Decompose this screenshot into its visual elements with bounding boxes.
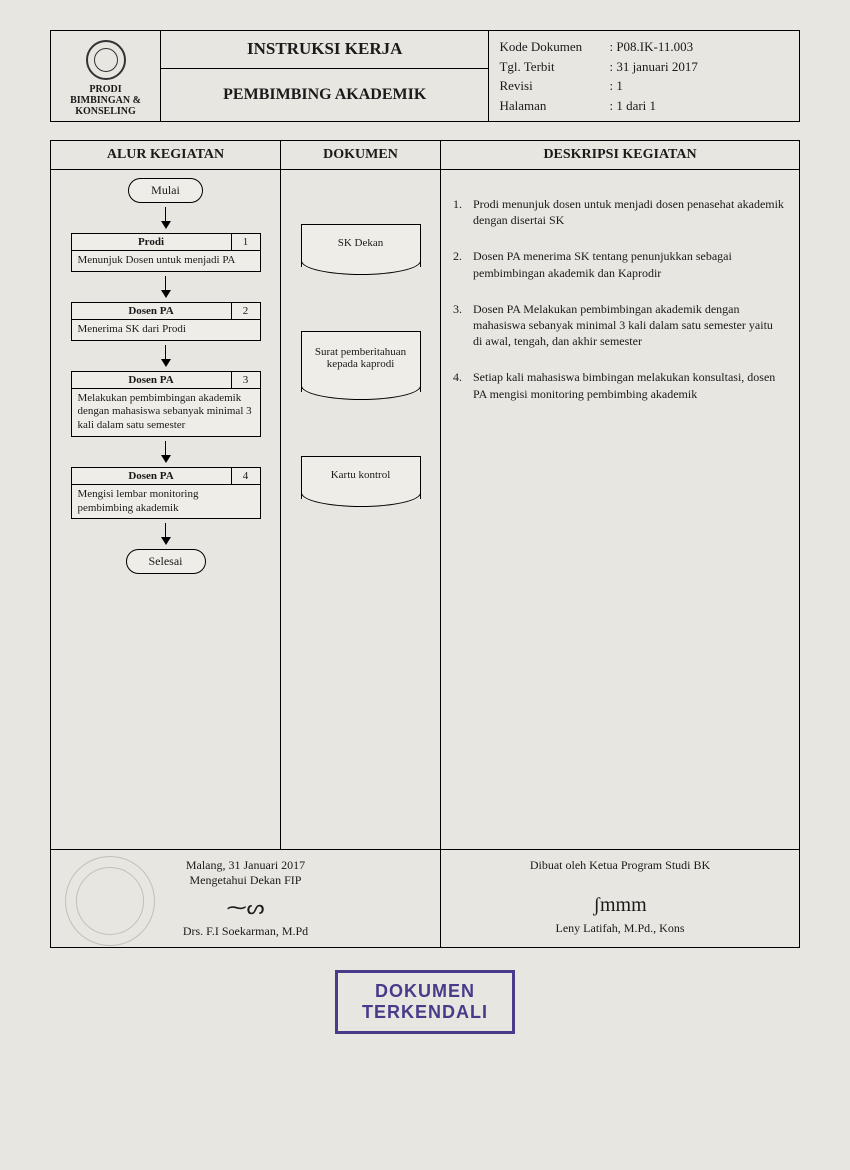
signature-right: Dibuat oleh Ketua Program Studi BK ʃmmm … [441, 850, 800, 948]
arrow-down-icon [161, 276, 171, 298]
doc-subtitle: PEMBIMBING AKADEMIK [161, 68, 489, 121]
desc-num: 2. [453, 248, 473, 280]
arrow-down-icon [161, 523, 171, 545]
doc-shape-3: Kartu kontrol [301, 456, 421, 499]
desc-item-4: 4. Setiap kali mahasiswa bimbingan melak… [453, 369, 785, 401]
doc-shape-1: SK Dekan [301, 224, 421, 267]
col-header-desc: DESKRIPSI KEGIATAN [441, 141, 800, 170]
flow-step-1-body: Menunjuk Dosen untuk menjadi PA [72, 251, 260, 271]
flow-step-4: Dosen PA 4 Mengisi lembar monitoring pem… [71, 467, 261, 520]
desc-text: Dosen PA Melakukan pembimbingan akademik… [473, 301, 785, 350]
arrow-down-icon [161, 441, 171, 463]
flow-end: Selesai [126, 549, 206, 574]
desc-text: Setiap kali mahasiswa bimbingan melakuka… [473, 369, 785, 401]
meta-kode-val: : P08.IK-11.003 [609, 37, 693, 57]
flow-step-4-num: 4 [232, 468, 260, 484]
arrow-down-icon [161, 207, 171, 229]
meta-kode-label: Kode Dokumen [499, 37, 609, 57]
flow-cell: Mulai Prodi 1 Menunjuk Dosen untuk menja… [51, 170, 281, 850]
org-name-line3: KONSELING [55, 106, 156, 117]
sig-right-role: Dibuat oleh Ketua Program Studi BK [449, 858, 791, 873]
signature-left: Malang, 31 Januari 2017 Mengetahui Dekan… [51, 850, 441, 948]
doc-title: INSTRUKSI KERJA [161, 31, 489, 69]
flow-start: Mulai [128, 178, 203, 203]
col-header-flow: ALUR KEGIATAN [51, 141, 281, 170]
flow-step-2-num: 2 [232, 303, 260, 319]
meta-tgl-label: Tgl. Terbit [499, 57, 609, 77]
flow-step-1-actor: Prodi [72, 234, 232, 250]
doc-shape-2: Surat pemberitahuan kepada kaprodi [301, 331, 421, 392]
stamp-line2: TERKENDALI [344, 1002, 506, 1023]
flow-step-3-body: Melakukan pembimbingan akademik dengan m… [72, 389, 260, 436]
flow-step-2: Dosen PA 2 Menerima SK dari Prodi [71, 302, 261, 341]
desc-item-1: 1. Prodi menunjuk dosen untuk menjadi do… [453, 196, 785, 228]
org-cell: PRODI BIMBINGAN & KONSELING [51, 31, 161, 122]
desc-text: Prodi menunjuk dosen untuk menjadi dosen… [473, 196, 785, 228]
arrow-down-icon [161, 345, 171, 367]
flow-step-1-num: 1 [232, 234, 260, 250]
desc-text: Dosen PA menerima SK tentang penunjukkan… [473, 248, 785, 280]
desc-num: 1. [453, 196, 473, 228]
org-name-line2: BIMBINGAN & [55, 95, 156, 106]
meta-tgl-val: : 31 januari 2017 [609, 57, 697, 77]
controlled-doc-stamp: DOKUMEN TERKENDALI [335, 970, 515, 1034]
flow-step-4-actor: Dosen PA [72, 468, 232, 484]
org-logo-icon [86, 40, 126, 80]
sig-right-name: Leny Latifah, M.Pd., Kons [449, 921, 791, 936]
meta-rev-label: Revisi [499, 76, 609, 96]
stamp-line1: DOKUMEN [344, 981, 506, 1002]
org-name-line1: PRODI [55, 84, 156, 95]
flow-step-2-actor: Dosen PA [72, 303, 232, 319]
flow-step-2-body: Menerima SK dari Prodi [72, 320, 260, 340]
flow-step-4-body: Mengisi lembar monitoring pembimbing aka… [72, 485, 260, 519]
col-header-doc: DOKUMEN [281, 141, 441, 170]
desc-num: 4. [453, 369, 473, 401]
document-header: PRODI BIMBINGAN & KONSELING INSTRUKSI KE… [50, 30, 800, 122]
meta-rev-val: : 1 [609, 76, 622, 96]
flow-step-1: Prodi 1 Menunjuk Dosen untuk menjadi PA [71, 233, 261, 272]
flow-step-3-actor: Dosen PA [72, 372, 232, 388]
doc-meta: Kode Dokumen: P08.IK-11.003 Tgl. Terbit:… [489, 31, 800, 122]
desc-item-2: 2. Dosen PA menerima SK tentang penunjuk… [453, 248, 785, 280]
flow-step-3-num: 3 [232, 372, 260, 388]
main-table: ALUR KEGIATAN DOKUMEN DESKRIPSI KEGIATAN… [50, 140, 800, 948]
desc-num: 3. [453, 301, 473, 350]
desc-item-3: 3. Dosen PA Melakukan pembimbingan akade… [453, 301, 785, 350]
meta-hal-label: Halaman [499, 96, 609, 116]
desc-cell: 1. Prodi menunjuk dosen untuk menjadi do… [441, 170, 800, 850]
meta-hal-val: : 1 dari 1 [609, 96, 656, 116]
doc-cell: SK Dekan Surat pemberitahuan kepada kapr… [281, 170, 441, 850]
seal-icon [65, 856, 155, 946]
sig-right-signature: ʃmmm [449, 895, 791, 915]
flow-step-3: Dosen PA 3 Melakukan pembimbingan akadem… [71, 371, 261, 437]
